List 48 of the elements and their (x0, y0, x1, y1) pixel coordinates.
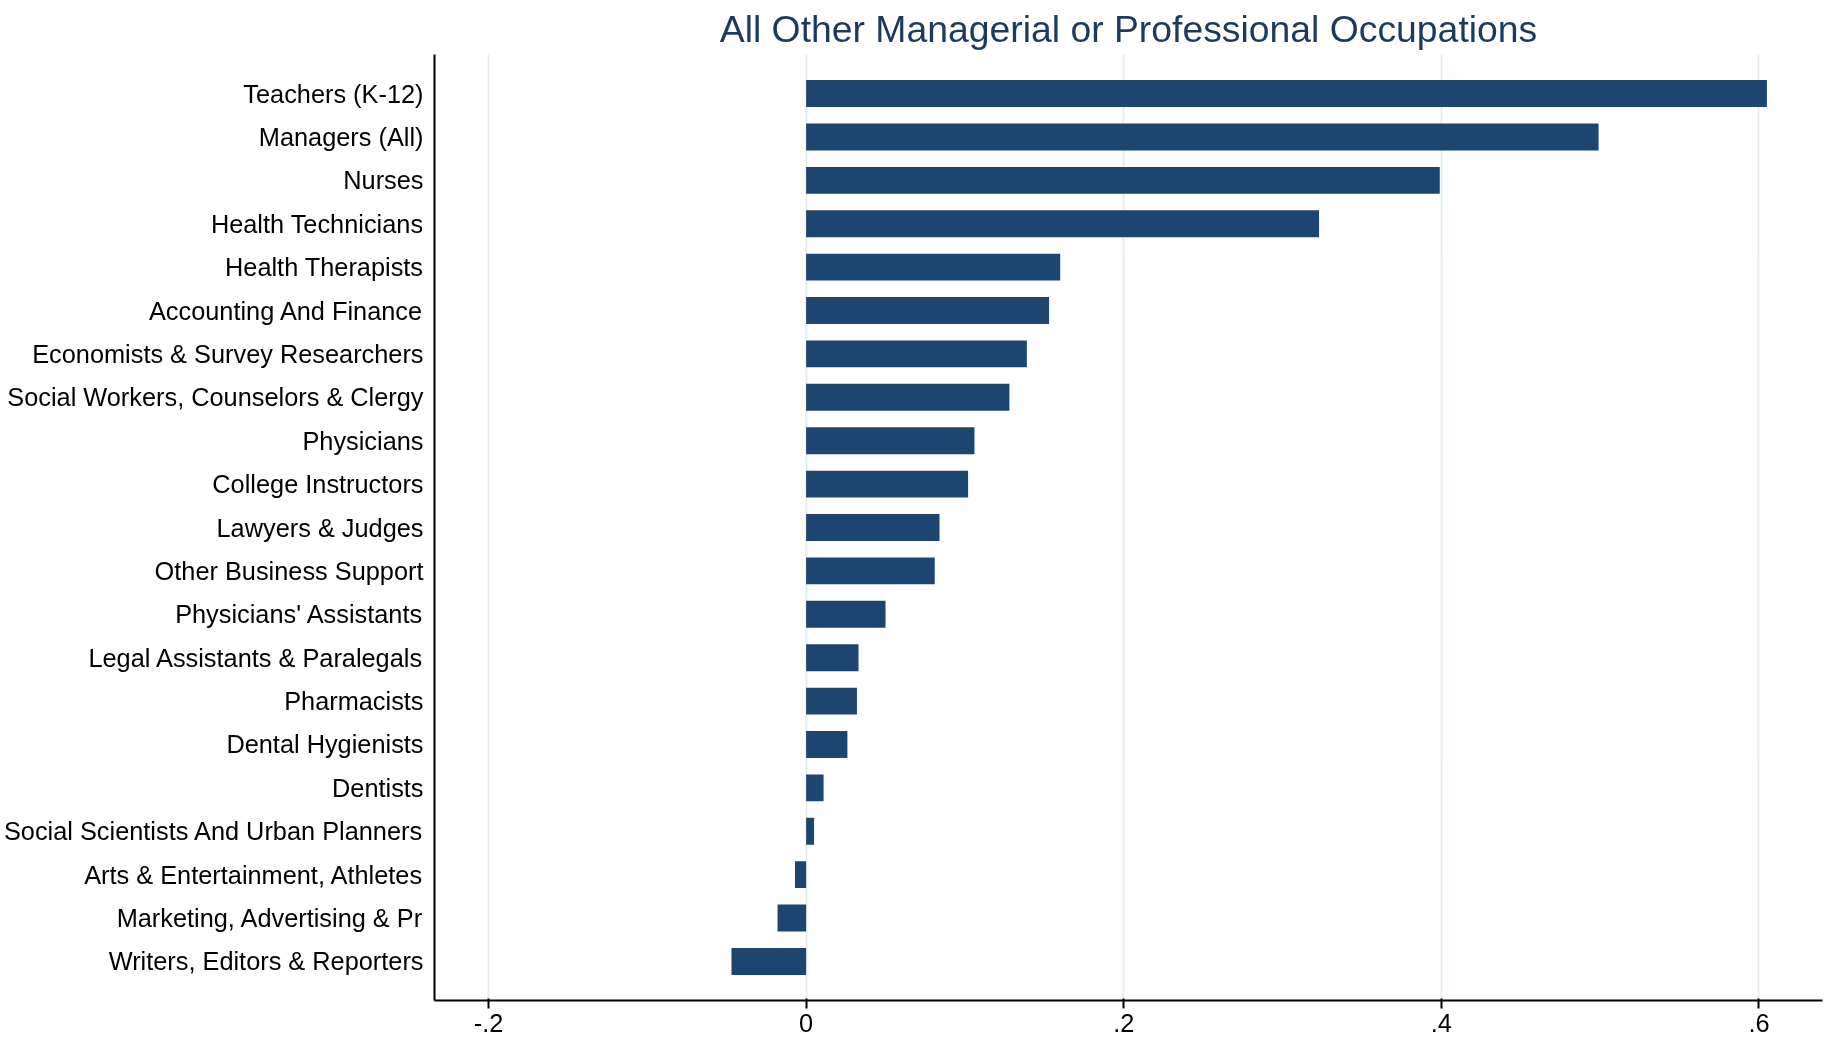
bar (806, 557, 935, 585)
x-tick-label: 0 (799, 1008, 814, 1037)
y-tick-label: Managers (All) (258, 122, 424, 151)
bar (806, 80, 1767, 108)
y-tick-label: Accounting And Finance (148, 296, 423, 325)
bar (806, 253, 1061, 281)
bar (777, 904, 807, 932)
y-tick-label: Writers, Editors & Reporters (108, 947, 424, 976)
bar (806, 166, 1440, 194)
y-tick-label: Nurses (343, 166, 424, 195)
bar (806, 470, 969, 498)
x-tick-label: .2 (1113, 1008, 1135, 1037)
y-tick-label: Social Workers, Counselors & Clergy (7, 383, 424, 412)
y-tick-label: College Instructors (212, 470, 424, 499)
y-tick-label: Physicians (302, 426, 424, 455)
y-tick-label: Dental Hygienists (226, 730, 424, 759)
y-tick-label: Health Therapists (225, 253, 424, 282)
bar (806, 600, 886, 628)
y-tick-label: Pharmacists (284, 687, 424, 716)
y-tick-label: Marketing, Advertising & Pr (116, 904, 423, 933)
x-tick-label: -.2 (473, 1008, 504, 1037)
bar (806, 123, 1599, 151)
x-tick-label: .6 (1748, 1008, 1770, 1037)
y-tick-label: Arts & Entertainment, Athletes (84, 860, 423, 889)
bar (806, 340, 1027, 368)
bar (806, 644, 859, 672)
y-tick-label: Economists & Survey Researchers (32, 339, 424, 368)
y-tick-label: Other Business Support (154, 556, 424, 585)
bar (795, 861, 807, 889)
y-tick-label: Teachers (K-12) (243, 79, 424, 108)
y-tick-label: Health Technicians (210, 209, 424, 238)
bar (806, 731, 848, 758)
y-tick-label: Social Scientists And Urban Planners (3, 817, 423, 846)
x-tick-label: .4 (1430, 1008, 1452, 1037)
y-tick-label: Lawyers & Judges (216, 513, 424, 542)
bar (806, 427, 975, 455)
bar (806, 774, 824, 802)
chart-title: All Other Managerial or Professional Occupations (719, 7, 1538, 50)
bar (806, 514, 940, 541)
y-tick-label: Physicians' Assistants (175, 600, 423, 629)
bar (806, 297, 1050, 324)
bar (731, 947, 807, 975)
y-tick-label: Legal Assistants & Paralegals (88, 643, 423, 672)
bar (806, 817, 815, 845)
bar (806, 687, 857, 715)
y-tick-label: Dentists (332, 773, 424, 802)
bar (806, 383, 1010, 411)
bar (806, 210, 1320, 238)
